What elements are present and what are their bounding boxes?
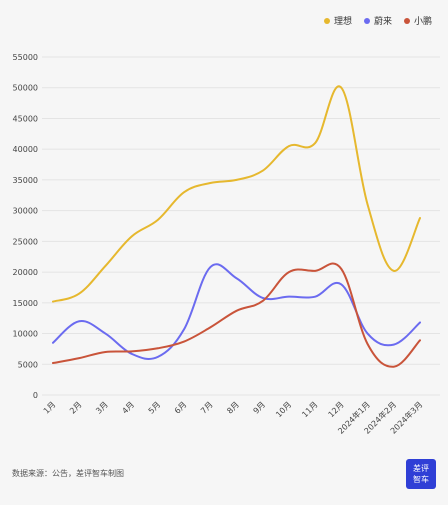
data-point [235,277,238,280]
x-tick-label: 7月 [199,400,215,416]
data-point [52,341,54,344]
series-lines [52,85,421,368]
data-point [314,270,316,272]
y-tick-label: 30000 [13,207,38,216]
y-tick-label: 10000 [13,330,38,339]
data-point [235,179,238,181]
data-point [261,300,264,302]
y-tick-label: 0 [33,391,38,400]
legend-item-lixiang: 理想 [323,14,352,27]
legend-dot-lixiang [323,17,330,24]
y-tick-label: 20000 [13,268,38,277]
y-axis: 0 5000 10000 15000 20000 25000 30000 35000 40000… [13,53,38,400]
data-point [419,321,421,324]
y-tick-label: 15000 [13,299,38,308]
data-point [419,339,421,342]
data-point [183,328,185,331]
data-point [235,310,238,312]
data-point [366,203,369,206]
x-tick-label: 1月 [42,400,58,416]
data-point [130,350,133,353]
x-axis: 1月 2月 3月 4月 5月 6月 7月 8月 9月 10月 11月 12月2024年1月2024年2… [42,399,425,435]
data-point [157,356,159,358]
legend-item-xpeng: 小鹏 [403,14,432,27]
data-point [209,266,212,268]
data-point [183,191,185,193]
y-tick-label: 55000 [13,53,38,62]
x-tick-label: 11月 [300,400,319,419]
data-point [392,270,395,272]
data-point [340,268,343,270]
data-point [314,142,316,144]
y-tick-label: 35000 [13,176,38,185]
data-point [157,347,159,350]
data-point [288,295,290,298]
y-tick-label: 50000 [13,84,38,93]
data-point [261,169,264,172]
data-point [157,219,159,221]
data-point [340,86,343,89]
data-point [261,297,264,299]
data-point [209,326,212,329]
badge-line-2: 智车 [413,475,429,484]
y-tick-label: 40000 [13,145,38,154]
data-point [104,351,107,353]
data-point [78,292,81,295]
y-tick-label: 25000 [13,237,38,246]
x-tick-label: 9月 [252,400,268,416]
y-tick-label: 5000 [18,360,38,369]
legend: 理想 蔚来 小鹏 [323,14,432,27]
data-point [366,332,369,335]
source-note: 数据来源：公告，差评智车制图 [12,469,124,478]
legend-dot-xpeng [403,17,410,24]
x-tick-label: 8月 [225,400,241,416]
x-tick-label: 4月 [120,400,136,416]
brand-badge: 差评 智车 [406,459,436,489]
data-point [52,362,54,364]
gridlines [42,56,440,396]
data-point [209,182,212,184]
data-point [288,145,290,147]
data-point [130,235,133,238]
x-tick-label: 3月 [94,400,110,416]
x-tick-label: 12月 [327,400,346,419]
data-point [183,340,185,343]
data-point [392,343,395,346]
series-line-0 [52,85,421,303]
legend-label-xpeng: 小鹏 [413,17,432,27]
legend-dot-nio [363,17,370,24]
y-tick-label: 45000 [13,114,38,123]
legend-item-nio: 蔚来 [363,14,392,27]
data-point [392,365,395,368]
x-tick-label: 6月 [173,400,189,416]
data-point [288,271,290,273]
data-point [419,217,421,219]
data-point [340,283,343,286]
x-tick-label: 10月 [274,400,293,419]
data-point [78,357,81,359]
data-point [314,295,316,298]
legend-label-nio: 蔚来 [373,17,392,27]
x-tick-label: 2月 [68,400,84,416]
x-tick-label: 5月 [147,400,163,416]
data-point [104,332,107,335]
data-point [130,353,133,355]
data-point [52,300,54,303]
data-point [104,265,107,267]
data-point [366,343,369,345]
data-point [78,320,81,323]
legend-label-lixiang: 理想 [333,17,352,27]
badge-line-1: 差评 [413,464,429,473]
